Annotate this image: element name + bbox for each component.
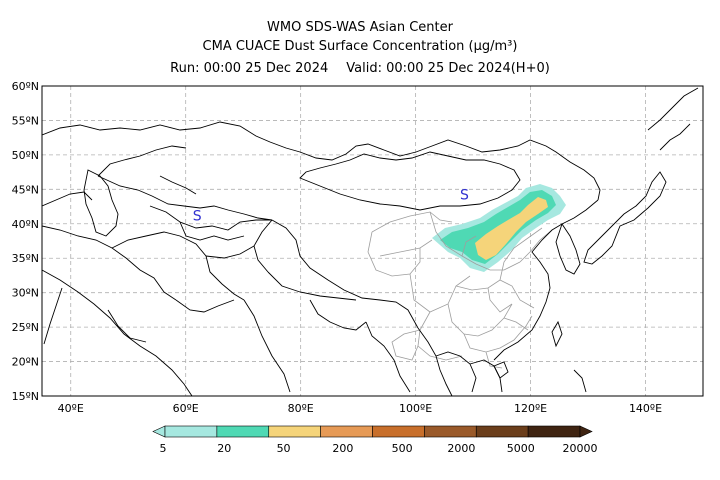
china-province-lines [367, 211, 553, 369]
longitude-tick-labels: 40ºE 60ºE 80ºE 100ºE 120ºE 140ºE [58, 402, 662, 415]
lat-tick-label: 35ºN [12, 252, 39, 265]
legend-tick-label: 20000 [563, 442, 598, 455]
legend-upper-arrow [579, 425, 593, 438]
latitude-tick-labels: 60ºN 55ºN 50ºN 45ºN 40ºN 35ºN 30ºN 25ºN 20ºN 15ºN [12, 80, 39, 403]
legend-swatch [372, 425, 425, 438]
legend-swatch [268, 425, 321, 438]
lat-tick-label: 55ºN [12, 114, 39, 127]
lon-tick-label: 60ºE [173, 402, 199, 415]
run-valid-line: Run: 00:00 25 Dec 2024 Valid: 00:00 25 De… [0, 61, 720, 77]
legend-tick-label: 200 [332, 442, 353, 455]
run-time: Run: 00:00 25 Dec 2024 [170, 61, 329, 76]
legend-tick-label: 5 [160, 442, 167, 455]
lat-tick-label: 40ºN [12, 218, 39, 231]
legend-swatch [527, 425, 581, 438]
station-marker: S [460, 188, 469, 204]
lon-tick-label: 120ºE [514, 402, 547, 415]
legend-swatch [216, 425, 270, 438]
legend-tick-label: 2000 [447, 442, 475, 455]
country-borders [42, 87, 699, 396]
map-frame [41, 85, 704, 397]
legend-tick-label: 20 [217, 442, 231, 455]
legend-swatch [424, 425, 477, 438]
valid-time: Valid: 00:00 25 Dec 2024(H+0) [346, 61, 550, 76]
graticule [42, 86, 703, 396]
map-subtitle: CMA CUACE Dust Surface Concentration (μg… [202, 39, 518, 54]
legend-tick-label: 50 [277, 442, 291, 455]
lon-tick-label: 80ºE [288, 402, 314, 415]
legend-swatch [320, 425, 373, 438]
lat-tick-label: 15ºN [12, 390, 39, 403]
lat-tick-label: 25ºN [12, 321, 39, 334]
lat-tick-label: 20ºN [12, 356, 39, 369]
marker-layer: SS [193, 188, 469, 225]
map-area: SS [42, 86, 703, 396]
map-title: WMO SDS-WAS Asian Center [267, 20, 453, 35]
legend-tick-label: 500 [392, 442, 413, 455]
station-marker: S [193, 208, 202, 224]
dust-level-50 [475, 197, 548, 260]
legend-lower-arrow [152, 425, 166, 438]
legend-tick-label: 5000 [507, 442, 535, 455]
lat-tick-label: 60ºN [12, 80, 39, 93]
legend-swatch [164, 425, 218, 438]
lon-tick-label: 40ºE [58, 402, 84, 415]
lon-tick-label: 140ºE [629, 402, 662, 415]
lat-tick-label: 50ºN [12, 149, 39, 162]
lon-tick-label: 100ºE [399, 402, 432, 415]
lat-tick-label: 45ºN [12, 183, 39, 196]
color-legend: 5 20 50 200 500 2000 5000 20000 [152, 425, 598, 455]
dust-plume [432, 184, 566, 272]
lat-tick-label: 30ºN [12, 287, 39, 300]
legend-swatch [475, 425, 529, 438]
